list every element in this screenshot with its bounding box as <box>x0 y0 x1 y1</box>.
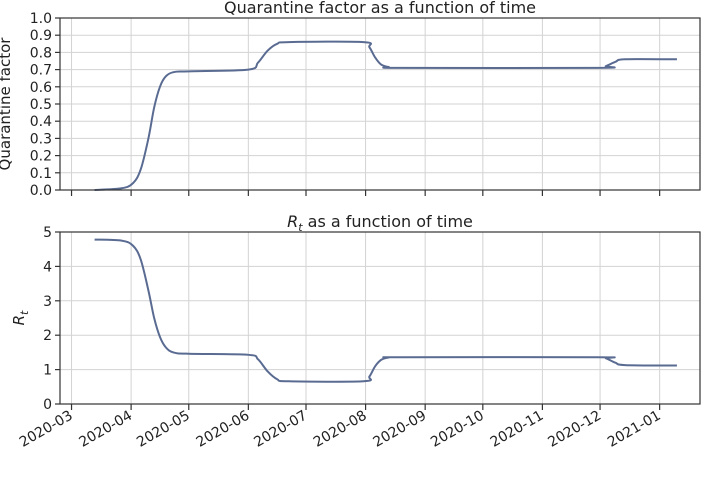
x-tick-label: 2020-11 <box>488 408 547 451</box>
rt-title-symbol: R <box>287 212 298 231</box>
y-tick-label: 0.1 <box>30 166 52 182</box>
y-tick-label: 3 <box>43 294 52 310</box>
x-tick-label: 2020-07 <box>251 408 310 451</box>
quarantine-factor-line <box>94 40 677 191</box>
quarantine-factor-chart: 0.00.10.2 0.30.40.50.60.7 0.80.91.0 Quaran… <box>0 0 701 199</box>
y-tick-label: 1.0 <box>30 11 52 27</box>
x-tick-label: 2021-01 <box>605 408 664 451</box>
x-tick-label: 2020-10 <box>428 408 487 451</box>
rt-title-suffix: as a function of time <box>303 212 473 231</box>
y-tick-label: 0.3 <box>30 131 52 147</box>
y-tick-label: 0.2 <box>30 149 52 165</box>
x-tick-label: 2020-05 <box>134 408 193 451</box>
x-tick-label: 2020-04 <box>76 408 135 451</box>
x-tick-label: 2020-12 <box>545 408 604 451</box>
y-tick-label: 0 <box>43 397 52 413</box>
y-tick-label: 0.6 <box>30 80 52 96</box>
y-tick-label: 2 <box>43 328 52 344</box>
quarantine-y-axis-label: Quarantine factor <box>0 37 14 171</box>
rt-ylabel-subscript: t <box>18 310 31 315</box>
x-tick-label: 2020-08 <box>311 408 370 451</box>
rt-chart-title: Rt as a function of time <box>287 212 473 234</box>
quarantine-chart-title: Quarantine factor as a function of time <box>224 0 536 17</box>
y-tick-label: 0.5 <box>30 97 52 113</box>
rt-title-subscript: t <box>298 221 303 234</box>
y-tick-label: 0.7 <box>30 63 52 79</box>
rt-y-axis-label: Rt <box>10 310 31 325</box>
rt-plot-frame <box>59 231 701 405</box>
x-tick-label: 2020-06 <box>194 408 253 451</box>
y-tick-label: 4 <box>43 259 52 275</box>
y-tick-label: 1 <box>43 363 52 379</box>
y-tick-label: 0.9 <box>30 28 52 44</box>
y-tick-label: 0.0 <box>30 183 52 199</box>
y-tick-label: 0.8 <box>30 45 52 61</box>
x-tick-label: 2020-03 <box>17 408 76 451</box>
rt-line <box>94 238 677 383</box>
x-tick-label: 2020-09 <box>371 408 430 451</box>
rt-ylabel-symbol: R <box>10 315 28 325</box>
y-tick-label: 5 <box>43 225 52 241</box>
y-tick-label: 0.4 <box>30 114 52 130</box>
